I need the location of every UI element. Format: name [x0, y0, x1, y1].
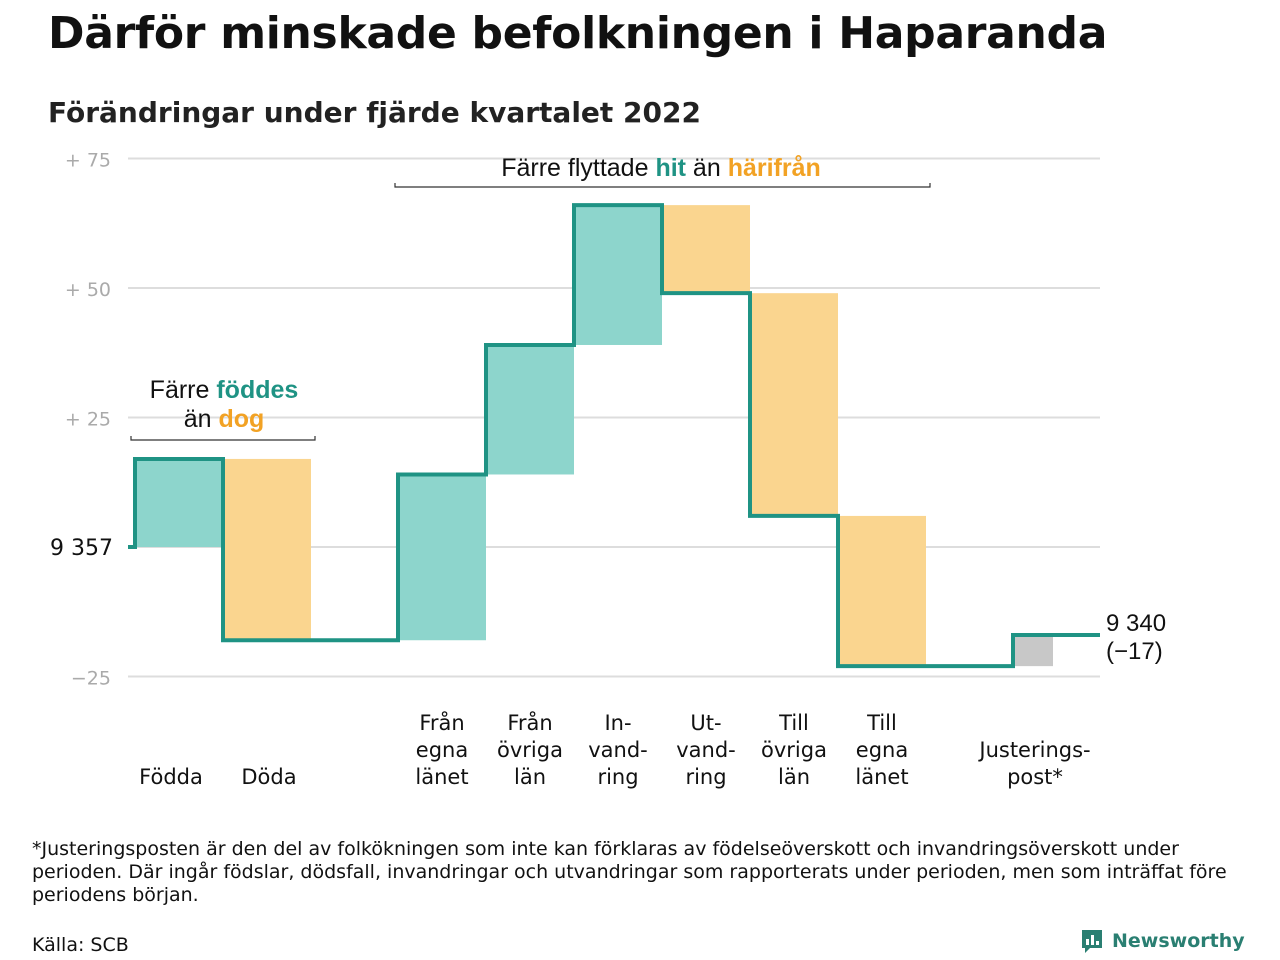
brand-name: Newsworthy: [1112, 930, 1245, 952]
x-category-label: Till övriga län: [761, 711, 827, 789]
bar-1: [135, 458, 223, 547]
end-value-label: 9 340: [1106, 610, 1166, 637]
migration-annotation: Färre flyttade hit än härifrån: [501, 154, 821, 182]
births-annotation-line2: än dog: [184, 405, 265, 433]
migration-bracket: [394, 183, 931, 188]
bar-4: [486, 344, 574, 475]
bar-6: [662, 205, 750, 294]
x-category-label: Döda: [241, 765, 296, 789]
bar-2: [223, 458, 311, 641]
source-note: Källa: SCB: [32, 934, 129, 956]
x-category-label: Från övriga län: [497, 710, 563, 789]
running-total-line: [128, 203, 1100, 669]
end-change-label: (−17): [1106, 638, 1163, 665]
footnote: *Justeringsposten är den del av folkökni…: [32, 838, 1227, 906]
x-category-label: Födda: [139, 765, 203, 789]
start-value-label: 9 357: [50, 536, 113, 561]
brand: Newsworthy: [1080, 928, 1245, 954]
y-tick-label: + 75: [65, 150, 111, 172]
births-annotation-line1: Färre föddes: [150, 376, 299, 404]
x-category-label: Ut-vand-ring: [676, 711, 736, 789]
x-category-label: Till egna länet: [855, 711, 908, 789]
x-category-label: Justerings-post*: [977, 738, 1090, 789]
bar-5: [574, 205, 662, 345]
chart-title: Därför minskade befolkningen i Haparanda: [48, 8, 1108, 59]
chart-subtitle: Förändringar under fjärde kvartalet 2022: [48, 96, 701, 129]
bar-9: [1013, 635, 1053, 667]
y-tick-label: + 25: [65, 409, 111, 431]
y-tick-label: + 50: [65, 279, 111, 301]
bar-7: [750, 293, 838, 516]
x-category-label: In-vand-ring: [588, 711, 648, 789]
bar-8: [838, 515, 926, 667]
bar-3: [398, 474, 486, 641]
births-bracket: [130, 436, 316, 441]
newsworthy-logo-icon: [1082, 930, 1102, 953]
waterfall-chart: + 75 + 50 + 25 9 357 −25 9 340(−17) Födda Döda F…: [50, 150, 1166, 790]
y-tick-label: −25: [71, 668, 111, 690]
x-category-label: Från egna länet: [415, 710, 468, 789]
